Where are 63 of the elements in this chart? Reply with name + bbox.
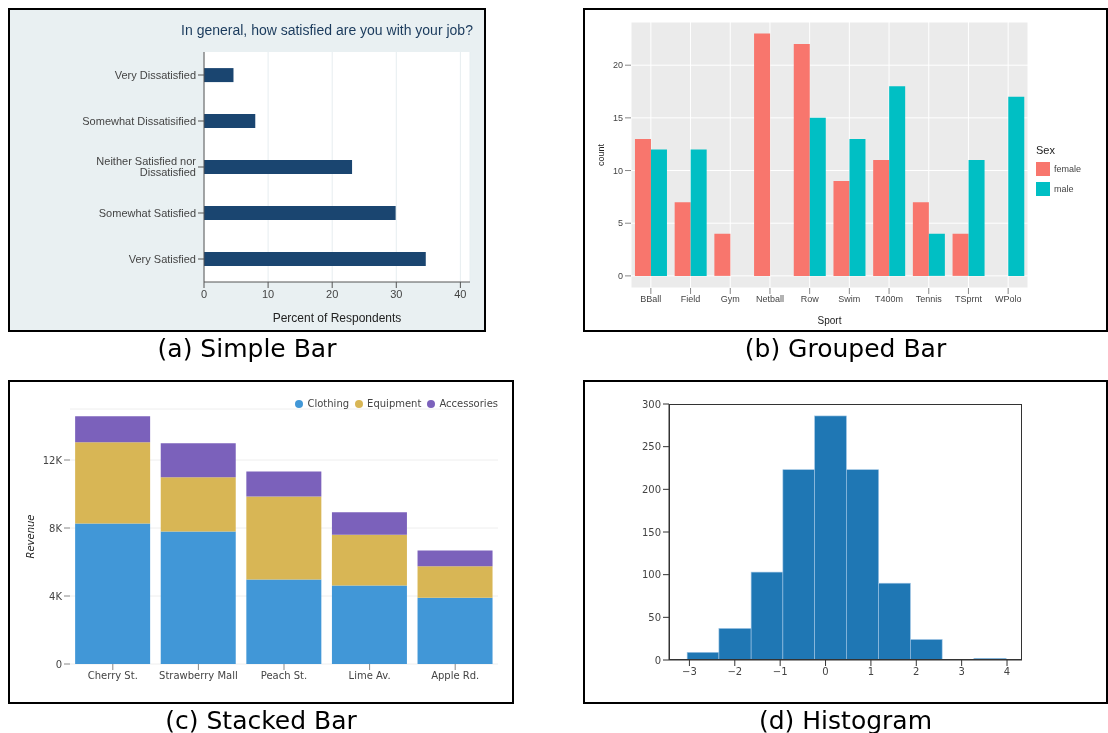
y-tick-label: Very Satisfied (128, 252, 196, 265)
x-tick-label: 40 (454, 287, 467, 300)
x-tick-label: Row (800, 294, 820, 305)
legend-label: male (1054, 184, 1074, 194)
y-tick-label: 4K (49, 590, 63, 602)
y-tick-label: 300 (641, 398, 661, 410)
y-tick-label: Somewhat Dissatisified (82, 114, 196, 127)
x-tick-label: Cherry St. (87, 670, 138, 682)
y-tick-label: Very Dissatisfied (114, 68, 196, 81)
y-tick-label: 20 (612, 60, 623, 71)
x-tick-label: 4 (1003, 666, 1011, 678)
x-tick-label: 20 (326, 287, 339, 300)
x-tick-label: WPolo (994, 294, 1022, 305)
text: (c) Stacked Bar (164, 706, 358, 733)
x-tick-label: TSprnt (954, 294, 983, 305)
x-tick-label: Apple Rd. (431, 670, 480, 682)
legend-label: Equipment (367, 398, 422, 409)
x-tick-label: −1 (772, 666, 788, 678)
x-tick-label: 0 (200, 287, 208, 300)
x-tick-label: BBall (640, 294, 662, 305)
x-tick-label: Tennis (915, 294, 943, 305)
legend-title: Sex (1036, 144, 1056, 156)
y-tick-label: Somewhat Satisfied (98, 206, 196, 219)
x-tick-label: Strawberry Mall (159, 670, 238, 682)
x-tick-label: 30 (390, 287, 403, 300)
legend-label: Accessories (439, 398, 498, 409)
y-tick-label: 0 (654, 654, 661, 666)
y-tick-label: Neither Satisfied nor Dissatisfied (96, 155, 197, 179)
x-tick-label: Netball (755, 294, 784, 305)
text: (b) Grouped Bar (743, 334, 948, 363)
y-tick-label: 150 (641, 526, 661, 538)
y-tick-label: 5 (617, 218, 623, 229)
x-tick-label: T400m (875, 294, 904, 305)
x-tick-label: −3 (682, 666, 697, 678)
x-tick-label: −2 (727, 666, 743, 678)
y-tick-label: 12K (42, 454, 63, 466)
y-tick-label: 100 (641, 569, 661, 581)
x-tick-label: Peach St. (260, 670, 308, 682)
y-tick-label: 0 (617, 271, 623, 282)
x-axis-title: Percent of Respondents (272, 311, 402, 325)
y-tick-label: 15 (612, 113, 623, 124)
x-tick-label: 1 (867, 666, 875, 678)
y-axis-title: Revenue (24, 514, 36, 559)
x-tick-label: Lime Av. (348, 670, 391, 682)
legend-label: female (1054, 164, 1082, 174)
x-tick-label: 3 (958, 666, 965, 678)
x-tick-label: 0 (822, 666, 829, 678)
y-tick-label: 50 (648, 611, 661, 623)
chart-title: In general, how satisfied are you with your job? (180, 22, 474, 38)
y-axis-title: count (596, 143, 607, 167)
y-tick-label: 250 (641, 441, 661, 453)
legend-label: Clothing (307, 398, 350, 409)
x-tick-label: Swim (838, 294, 861, 305)
x-tick-label: Field (680, 294, 701, 305)
y-tick-label: 10 (612, 165, 623, 176)
y-tick-label: 200 (641, 483, 661, 495)
text: (a) Simple Bar (156, 334, 338, 363)
x-tick-label: 2 (913, 666, 920, 678)
y-tick-label: 0 (55, 658, 62, 670)
x-tick-label: 10 (261, 287, 275, 300)
y-tick-label: 8K (49, 522, 63, 534)
x-axis-title: Sport (817, 315, 842, 326)
x-tick-label: Gym (720, 294, 740, 305)
